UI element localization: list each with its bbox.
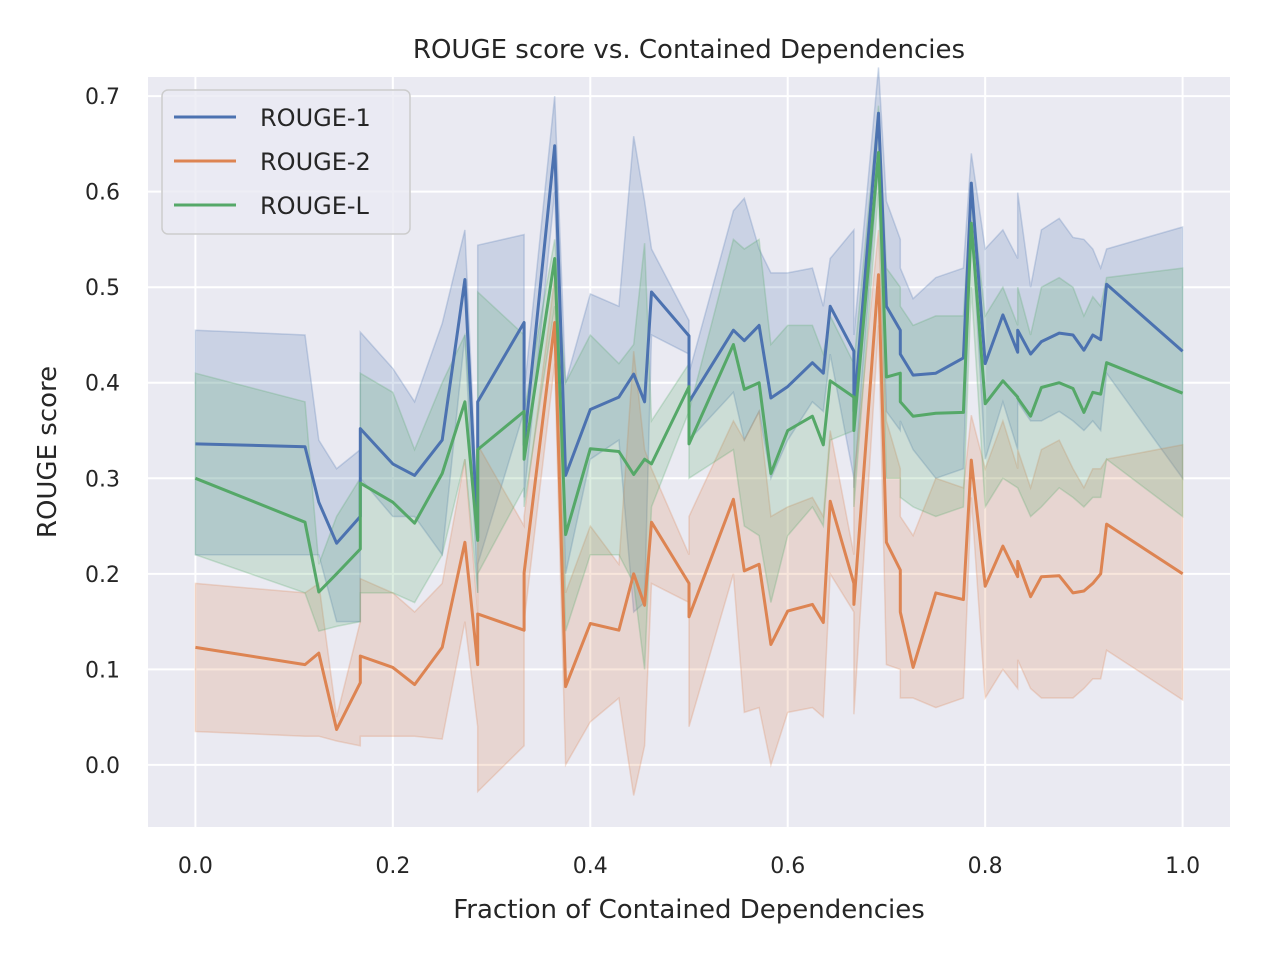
- y-tick-label: 0.6: [85, 181, 120, 206]
- chart-title: ROUGE score vs. Contained Dependencies: [413, 35, 965, 65]
- y-axis-ticks: 0.0 0.1 0.2 0.3 0.4 0.5 0.6 0.7: [85, 85, 120, 779]
- y-tick-label: 0.4: [85, 372, 120, 397]
- y-tick-label: 0.7: [85, 85, 120, 110]
- y-tick-label: 0.1: [85, 658, 120, 683]
- x-axis-ticks: 0.0 0.2 0.4 0.6 0.8 1.0: [178, 854, 1200, 879]
- legend-label: ROUGE-2: [260, 148, 371, 176]
- legend-box: [161, 89, 411, 235]
- series-line-rouge-2: [195, 273, 1184, 731]
- series-lines: [194, 111, 1184, 731]
- x-tick-label: 0.8: [968, 854, 1003, 879]
- legend-label: ROUGE-1: [260, 104, 371, 132]
- x-axis-label: Fraction of Contained Dependencies: [453, 895, 925, 925]
- x-tick-label: 0.0: [178, 854, 213, 879]
- series-line-rouge-l: [194, 151, 1184, 594]
- legend-label: ROUGE-L: [260, 192, 370, 220]
- y-tick-label: 0.2: [85, 563, 120, 588]
- legend: ROUGE-1 ROUGE-2 ROUGE-L: [161, 89, 411, 235]
- x-tick-label: 0.4: [573, 854, 608, 879]
- x-tick-label: 0.6: [770, 854, 805, 879]
- y-tick-label: 0.0: [85, 754, 120, 779]
- x-tick-label: 1.0: [1165, 854, 1200, 879]
- confidence-band-rouge-2: [194, 229, 1184, 796]
- x-tick-label: 0.2: [375, 854, 410, 879]
- y-tick-label: 0.5: [85, 276, 120, 301]
- y-tick-label: 0.3: [85, 467, 120, 492]
- series-line-rouge-1: [195, 111, 1184, 545]
- y-axis-label: ROUGE score: [33, 366, 63, 538]
